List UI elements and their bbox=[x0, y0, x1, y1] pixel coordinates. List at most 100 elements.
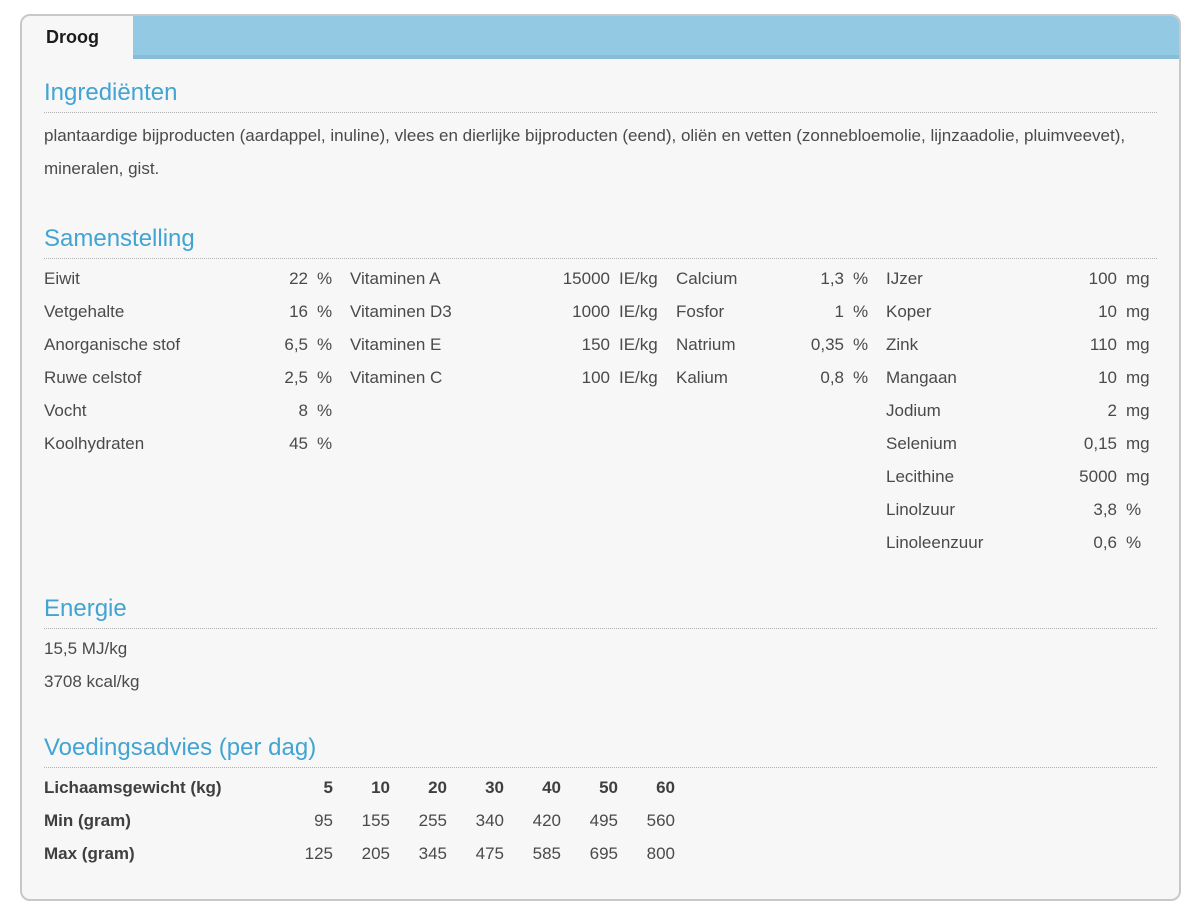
nutrient-unit: % bbox=[853, 335, 869, 354]
nutrient-value: 0,15 bbox=[1083, 434, 1117, 453]
nutrient-label: Vitaminen A bbox=[350, 269, 441, 288]
tab-droog-label: Droog bbox=[46, 27, 99, 47]
nutrient-value: 2,5 bbox=[284, 368, 308, 387]
composition-row: Fosfor 1 % bbox=[676, 295, 874, 328]
nutrient-label: Vocht bbox=[44, 401, 87, 420]
nutrient-unit: mg bbox=[1126, 368, 1150, 387]
nutrient-label: Natrium bbox=[676, 335, 736, 354]
weight-col: 10 bbox=[371, 778, 390, 797]
nutrient-value: 150 bbox=[581, 335, 610, 354]
nutrient-value: 100 bbox=[581, 368, 610, 387]
feeding-value: 800 bbox=[646, 844, 675, 863]
nutrient-label: Kalium bbox=[676, 368, 728, 387]
nutrient-label: Selenium bbox=[886, 434, 957, 453]
nutrient-label: Anorganische stof bbox=[44, 335, 181, 354]
nutrient-unit: % bbox=[853, 269, 869, 288]
feeding-row-label: Min (gram) bbox=[44, 811, 131, 830]
nutrient-unit: mg bbox=[1126, 467, 1150, 486]
nutrient-unit: % bbox=[853, 368, 869, 387]
nutrient-unit: % bbox=[317, 302, 333, 321]
composition-row: Jodium 2 mg bbox=[886, 394, 1157, 427]
composition-row: Linolzuur 3,8 % bbox=[886, 493, 1157, 526]
section-title-feeding-advice: Voedingsadvies (per dag) bbox=[44, 734, 1157, 768]
nutrient-label: Vitaminen C bbox=[350, 368, 443, 387]
feeding-value: 95 bbox=[314, 811, 333, 830]
composition-row: Linoleenzuur 0,6 % bbox=[886, 526, 1157, 559]
nutrient-unit: mg bbox=[1126, 335, 1150, 354]
nutrient-unit: mg bbox=[1126, 269, 1150, 288]
nutrient-unit: % bbox=[317, 368, 333, 387]
composition-grid: Eiwit 22 % Vetgehalte 16 % Anorganische … bbox=[44, 262, 1157, 559]
composition-row: Calcium 1,3 % bbox=[676, 262, 874, 295]
nutrient-value: 110 bbox=[1089, 335, 1117, 354]
nutrient-label: Lecithine bbox=[886, 467, 955, 486]
nutrient-unit: mg bbox=[1126, 434, 1150, 453]
composition-row: Vetgehalte 16 % bbox=[44, 295, 338, 328]
nutrient-value: 10 bbox=[1098, 368, 1117, 387]
energy-mj: 15,5 MJ/kg bbox=[44, 639, 128, 658]
composition-column-minerals: Calcium 1,3 % Fosfor 1 % Natrium 0,35 % … bbox=[676, 262, 874, 394]
nutrient-value: 2 bbox=[1107, 401, 1117, 420]
composition-row: Natrium 0,35 % bbox=[676, 328, 874, 361]
feeding-value: 155 bbox=[361, 811, 390, 830]
feeding-value: 695 bbox=[589, 844, 618, 863]
nutrient-unit: % bbox=[317, 335, 333, 354]
nutrient-unit: mg bbox=[1126, 401, 1150, 420]
composition-row: Vitaminen D3 1000 IE/kg bbox=[350, 295, 664, 328]
weight-col: 30 bbox=[485, 778, 504, 797]
feeding-value: 345 bbox=[418, 844, 447, 863]
feeding-max-row: Max (gram) 125 205 345 475 585 695 800 bbox=[44, 837, 1157, 870]
composition-row: Mangaan 10 mg bbox=[886, 361, 1157, 394]
composition-column-trace-elements: IJzer 100 mg Koper 10 mg Zink 110 mg Man… bbox=[886, 262, 1157, 559]
feeding-value: 205 bbox=[361, 844, 390, 863]
composition-row: Zink 110 mg bbox=[886, 328, 1157, 361]
weight-col: 5 bbox=[323, 778, 333, 797]
nutrient-label: Fosfor bbox=[676, 302, 725, 321]
nutrient-unit: % bbox=[317, 434, 333, 453]
composition-row: Kalium 0,8 % bbox=[676, 361, 874, 394]
feeding-value: 560 bbox=[646, 811, 675, 830]
nutrient-value: 22 bbox=[289, 269, 308, 288]
nutrient-value: 6,5 bbox=[284, 335, 308, 354]
feeding-header-label: Lichaamsgewicht (kg) bbox=[44, 778, 222, 797]
nutrient-unit: IE/kg bbox=[619, 269, 658, 288]
weight-col: 60 bbox=[656, 778, 675, 797]
tab-strip: Droog bbox=[22, 16, 1179, 59]
composition-row: Lecithine 5000 mg bbox=[886, 460, 1157, 493]
nutrient-value: 1000 bbox=[572, 302, 610, 321]
nutrient-unit: % bbox=[1126, 533, 1142, 552]
weight-col: 50 bbox=[599, 778, 618, 797]
composition-row: Ruwe celstof 2,5 % bbox=[44, 361, 338, 394]
nutrient-value: 0,35 bbox=[810, 335, 844, 354]
feeding-min-row: Min (gram) 95 155 255 340 420 495 560 bbox=[44, 804, 1157, 837]
nutrient-value: 1,3 bbox=[820, 269, 844, 288]
energy-kcal: 3708 kcal/kg bbox=[44, 672, 140, 691]
nutrient-unit: % bbox=[317, 269, 333, 288]
nutrient-label: Linolzuur bbox=[886, 500, 955, 519]
composition-row: Vitaminen A 15000 IE/kg bbox=[350, 262, 664, 295]
nutrient-label: Jodium bbox=[886, 401, 941, 420]
feeding-table: Lichaamsgewicht (kg) 5 10 20 30 40 50 60… bbox=[44, 771, 1157, 870]
feeding-value: 495 bbox=[589, 811, 618, 830]
section-title-ingredients: Ingrediënten bbox=[44, 79, 1157, 113]
section-title-energy: Energie bbox=[44, 595, 1157, 629]
feeding-header-row: Lichaamsgewicht (kg) 5 10 20 30 40 50 60 bbox=[44, 771, 1157, 804]
nutrient-unit: % bbox=[317, 401, 333, 420]
nutrient-value: 5000 bbox=[1079, 467, 1117, 486]
nutrient-label: Calcium bbox=[676, 269, 738, 288]
tab-bar-fill bbox=[133, 16, 1179, 59]
composition-row: Anorganische stof 6,5 % bbox=[44, 328, 338, 361]
composition-row: Selenium 0,15 mg bbox=[886, 427, 1157, 460]
nutrient-label: Vitaminen D3 bbox=[350, 302, 452, 321]
nutrient-value: 100 bbox=[1088, 269, 1117, 288]
feeding-value: 420 bbox=[532, 811, 561, 830]
nutrient-label: IJzer bbox=[886, 269, 923, 288]
composition-row: Eiwit 22 % bbox=[44, 262, 338, 295]
composition-row: IJzer 100 mg bbox=[886, 262, 1157, 295]
feeding-value: 340 bbox=[475, 811, 504, 830]
nutrient-value: 3,8 bbox=[1093, 500, 1117, 519]
product-info-panel: Droog Ingrediënten plantaardige bijprodu… bbox=[20, 14, 1181, 901]
nutrient-value: 8 bbox=[298, 401, 308, 420]
nutrient-value: 16 bbox=[289, 302, 308, 321]
tab-droog[interactable]: Droog bbox=[22, 16, 133, 59]
